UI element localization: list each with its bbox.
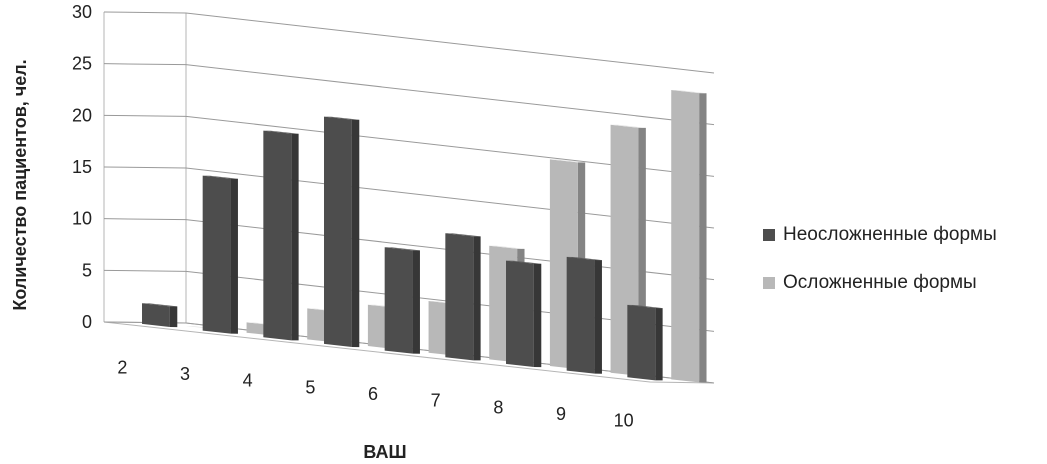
- legend-label-uncomplicated: Неосложненные формы: [783, 224, 997, 245]
- bar-top: [566, 256, 602, 261]
- gridlines: [103, 11, 715, 384]
- bar-side: [230, 178, 238, 334]
- gridline: [103, 114, 715, 177]
- bar-front: [566, 256, 595, 374]
- bar-side: [412, 250, 420, 354]
- x-tick-label: 4: [243, 371, 253, 391]
- bar-front: [627, 304, 656, 381]
- bar-top: [445, 233, 481, 237]
- bar-side: [473, 236, 481, 361]
- bar-top: [671, 90, 707, 94]
- bar: [506, 260, 542, 368]
- x-tick-label: 2: [117, 357, 127, 377]
- y-axis-ticks: 0 5 10 15 20 25 30: [72, 2, 92, 332]
- legend-swatch-uncomplicated: [763, 229, 775, 241]
- legend: Неосложненные формы Осложненные формы: [763, 222, 997, 318]
- y-tick-label: 10: [72, 209, 92, 229]
- bar: [566, 256, 602, 374]
- bar-side: [533, 263, 542, 368]
- gridline: [103, 166, 715, 229]
- bar-front: [506, 260, 534, 367]
- bar: [627, 304, 663, 381]
- x-tick-label: 6: [368, 384, 378, 404]
- legend-item-complicated: Осложненные формы: [763, 270, 997, 296]
- bar-front: [263, 130, 292, 341]
- gridline: [103, 63, 715, 126]
- bar-front: [324, 116, 352, 347]
- bar-side: [699, 93, 707, 383]
- y-tick-label: 30: [72, 2, 92, 22]
- legend-swatch-complicated: [763, 277, 775, 289]
- bar-top: [627, 304, 663, 309]
- x-axis-ticks: 2 3 4 5 6 7 8 9 10: [117, 357, 633, 430]
- bar-top: [549, 159, 586, 163]
- bar-front: [671, 90, 700, 383]
- y-tick-label: 5: [82, 260, 92, 280]
- legend-item-uncomplicated: Неосложненные формы: [763, 222, 997, 248]
- bar-top: [610, 124, 646, 128]
- x-tick-label: 3: [180, 364, 190, 384]
- bar-side: [169, 306, 178, 328]
- bar-front: [445, 233, 474, 361]
- bar: [202, 175, 238, 334]
- bar-top: [202, 175, 238, 179]
- bars: [142, 90, 707, 383]
- y-axis-title: Количество пациентов, чел.: [10, 59, 30, 310]
- bar-side: [351, 119, 360, 348]
- y-tick-label: 0: [82, 312, 92, 332]
- bar: [445, 233, 481, 361]
- bar-front: [142, 303, 170, 327]
- bar-top: [142, 303, 178, 307]
- bar-side: [655, 308, 663, 381]
- y-tick-label: 20: [72, 105, 92, 125]
- bar-top: [506, 260, 542, 264]
- bar-front: [384, 247, 413, 354]
- bar-top: [263, 130, 299, 134]
- bar: [263, 130, 299, 341]
- bar-front: [202, 175, 231, 334]
- x-tick-label: 5: [305, 377, 315, 397]
- bar-side: [594, 260, 602, 374]
- x-axis-title: ВАШ: [363, 442, 406, 462]
- x-tick-label: 8: [493, 397, 503, 417]
- bar-top: [384, 247, 420, 251]
- x-tick-label: 9: [556, 404, 566, 424]
- y-tick-label: 25: [72, 54, 92, 74]
- gridline: [103, 11, 715, 74]
- x-tick-label: 7: [431, 391, 441, 411]
- legend-label-complicated: Осложненные формы: [783, 272, 977, 293]
- bar-top: [324, 116, 360, 120]
- bar: [142, 303, 178, 328]
- bar-top: [489, 245, 525, 249]
- bar-side: [291, 133, 299, 341]
- y-tick-label: 15: [72, 157, 92, 177]
- bar: [384, 247, 420, 354]
- gridline: [103, 218, 715, 281]
- bar: [671, 90, 707, 383]
- bar: [324, 116, 360, 348]
- x-tick-label: 10: [614, 411, 634, 431]
